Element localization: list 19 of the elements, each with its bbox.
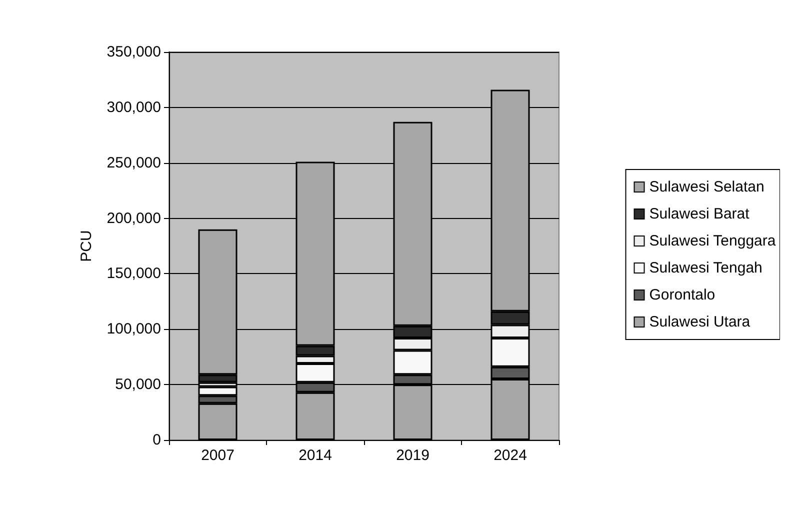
- legend-label: Sulawesi Tengah: [649, 260, 762, 276]
- y-tick-label: 50,000: [115, 376, 161, 394]
- x-tick-label: 2019: [396, 447, 430, 464]
- legend-label: Sulawesi Utara: [649, 314, 751, 330]
- y-tick-label: 200,000: [106, 210, 161, 227]
- y-tick-label: 250,000: [106, 154, 161, 172]
- y-tick-label: 150,000: [106, 265, 161, 282]
- y-tick-label: 0: [152, 432, 161, 448]
- x-tick-label: 2014: [298, 447, 332, 464]
- y-tick-label: 100,000: [106, 320, 161, 338]
- legend-label: Sulawesi Selatan: [649, 178, 764, 196]
- x-tick-label: 2007: [201, 447, 234, 464]
- legend-label: Sulawesi Barat: [649, 206, 750, 222]
- y-tick-label: 350,000: [106, 44, 161, 60]
- x-tick-label: 2024: [494, 447, 527, 464]
- y-axis-title: PCU: [78, 230, 95, 262]
- y-tick-label: 300,000: [106, 98, 161, 116]
- legend-label: Sulawesi Tenggara: [649, 232, 776, 250]
- legend-label: Gorontalo: [649, 286, 716, 304]
